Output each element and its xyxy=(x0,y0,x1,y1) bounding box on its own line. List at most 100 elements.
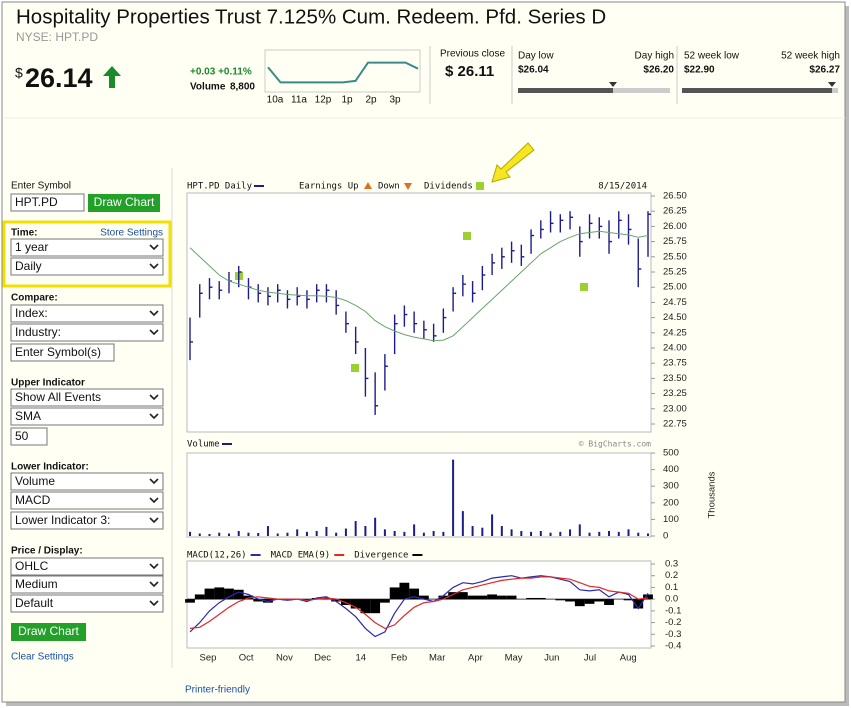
chevron[interactable] xyxy=(149,244,159,251)
select-value[interactable]: Medium xyxy=(15,577,58,591)
select-value[interactable]: Volume xyxy=(15,474,55,488)
y-tick-label: 26.25 xyxy=(663,206,687,217)
input[interactable] xyxy=(10,343,115,362)
y-tick-label: 0.1 xyxy=(665,582,678,593)
select-value[interactable]: OHLC xyxy=(15,559,49,573)
select[interactable] xyxy=(10,472,164,491)
chevron[interactable] xyxy=(149,329,159,336)
x-tick-label: Feb xyxy=(391,653,407,664)
select-value[interactable]: Index: xyxy=(15,306,48,320)
y-tick-label: 25.50 xyxy=(663,251,687,262)
time-label: 12p xyxy=(315,95,332,106)
volume-bar xyxy=(647,533,649,536)
divergence-bar xyxy=(467,595,478,600)
select-value[interactable]: Industry: xyxy=(15,325,61,339)
volume-bar xyxy=(452,459,455,536)
select-value[interactable]: SMA xyxy=(15,409,41,423)
volume: 8,800 xyxy=(230,82,255,93)
divergence-bar xyxy=(584,599,595,604)
callout-arrow xyxy=(491,142,535,183)
time-label: 2p xyxy=(365,95,377,106)
volume-bar xyxy=(227,533,230,536)
volume-bar xyxy=(296,529,299,536)
divergence-bar xyxy=(643,594,653,600)
dividends: Dividends xyxy=(424,182,473,192)
divergence-bar xyxy=(389,587,400,600)
draw-button[interactable] xyxy=(11,623,86,641)
x-tick-label: 14 xyxy=(356,653,367,664)
select[interactable] xyxy=(10,575,164,594)
divergence-bar xyxy=(526,597,536,600)
select[interactable] xyxy=(10,557,164,576)
price: 26.14 xyxy=(25,63,93,93)
store-settings[interactable]: Store Settings xyxy=(100,228,163,239)
draw-button[interactable] xyxy=(88,194,160,212)
earnings-up: Earnings Up xyxy=(299,182,359,192)
y-tick-label: 26.00 xyxy=(663,221,687,232)
chevron[interactable] xyxy=(149,497,159,504)
select[interactable] xyxy=(10,511,164,530)
input-value[interactable]: 50 xyxy=(15,429,29,443)
divergence-bar xyxy=(418,595,429,600)
volume-bar xyxy=(403,531,406,536)
x-tick-label: Oct xyxy=(239,653,254,664)
select[interactable] xyxy=(10,491,164,510)
volume-bar xyxy=(637,532,640,536)
chevron[interactable] xyxy=(149,478,159,485)
chevron[interactable] xyxy=(149,394,159,401)
select[interactable] xyxy=(10,257,164,276)
select[interactable] xyxy=(10,388,164,407)
input[interactable] xyxy=(10,427,48,446)
y-tick-label: 100 xyxy=(663,514,679,525)
time-label: 3p xyxy=(389,95,401,106)
printer-friendly[interactable]: Printer-friendly xyxy=(185,685,250,696)
volume-bar xyxy=(189,531,191,536)
chevron[interactable] xyxy=(149,581,159,588)
chevron[interactable] xyxy=(149,310,159,317)
volume-bar xyxy=(305,531,308,536)
y-tick-label: 500 xyxy=(663,448,679,459)
chevron[interactable] xyxy=(149,563,159,570)
input-value[interactable]: Enter Symbol(s) xyxy=(15,345,101,359)
clear-settings[interactable]: Clear Settings xyxy=(11,652,74,663)
input-value[interactable]: HPT.PD xyxy=(15,195,58,209)
chevron[interactable] xyxy=(149,413,159,420)
chevron[interactable] xyxy=(149,600,159,607)
volume-bar xyxy=(286,532,289,536)
chevron[interactable] xyxy=(149,517,159,524)
select[interactable] xyxy=(10,238,164,257)
day-low-label: Day low xyxy=(518,51,554,62)
draw-button-label[interactable]: Draw Chart xyxy=(94,195,155,209)
select[interactable] xyxy=(10,594,164,613)
draw-button-label[interactable]: Draw Chart xyxy=(18,624,79,638)
select-value[interactable]: Lower Indicator 3: xyxy=(15,513,110,527)
y-tick-label: 0.0 xyxy=(665,594,678,605)
select-value[interactable]: Show All Events xyxy=(15,390,101,404)
exchange: NYSE: HPT.PD xyxy=(16,30,98,44)
divergence-bar xyxy=(438,595,449,600)
select-value[interactable]: 1 year xyxy=(15,240,48,254)
dividend-icon xyxy=(476,182,484,190)
select-value[interactable]: Daily xyxy=(15,259,42,273)
select[interactable] xyxy=(10,304,164,323)
divergence-bar xyxy=(185,599,195,603)
input[interactable] xyxy=(10,193,85,212)
macd-line xyxy=(189,576,649,630)
select-value[interactable]: Default xyxy=(15,596,54,610)
time-label: 11a xyxy=(291,95,307,106)
divergence-bar xyxy=(224,588,234,600)
chart-date: 8/15/2014 xyxy=(598,182,647,192)
up-arrow xyxy=(103,66,121,88)
select-value[interactable]: MACD xyxy=(15,493,51,507)
select[interactable] xyxy=(10,323,164,342)
volume-bar xyxy=(559,531,562,536)
select[interactable] xyxy=(10,407,164,426)
y-tick-label: 26.50 xyxy=(663,191,687,202)
y-tick-label: 25.75 xyxy=(663,236,687,247)
volume-bar xyxy=(364,526,367,536)
y-tick-label: 22.75 xyxy=(663,419,687,430)
chevron[interactable] xyxy=(149,263,159,270)
x-tick-label: Dec xyxy=(314,653,331,664)
divergence-bar xyxy=(243,595,254,600)
volume-bar xyxy=(257,533,260,536)
